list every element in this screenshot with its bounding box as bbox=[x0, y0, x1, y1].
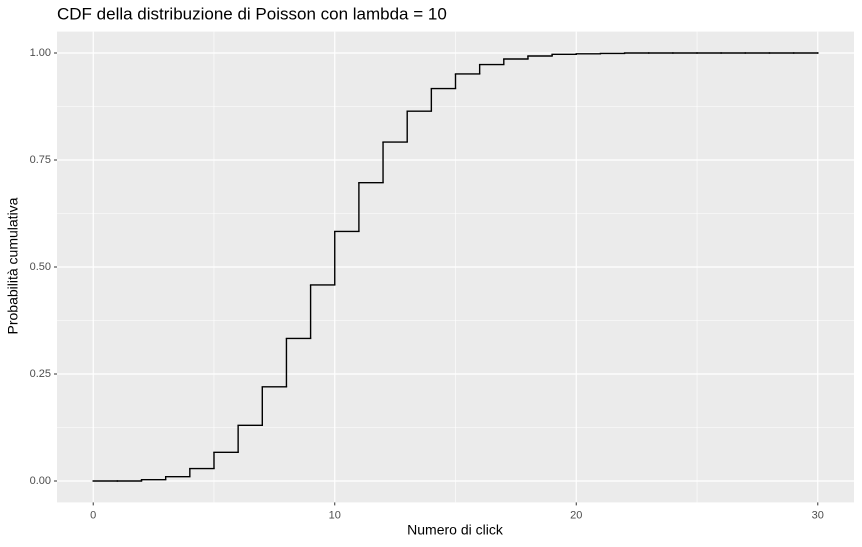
y-tick-label: 0.50 bbox=[30, 261, 51, 273]
x-tick-label: 20 bbox=[570, 509, 582, 521]
y-tick-label: 0.75 bbox=[30, 154, 51, 166]
y-tick-label: 0.25 bbox=[30, 368, 51, 380]
x-tick-label: 10 bbox=[329, 509, 341, 521]
chart-title: CDF della distribuzione di Poisson con l… bbox=[57, 4, 447, 23]
x-axis-label: Numero di click bbox=[407, 522, 504, 538]
y-tick-label: 1.00 bbox=[30, 47, 51, 59]
y-tick-label: 0.00 bbox=[30, 475, 51, 487]
x-tick-label: 0 bbox=[90, 509, 96, 521]
y-axis-label: Probabilità cumulativa bbox=[5, 197, 21, 334]
x-tick-label: 30 bbox=[812, 509, 824, 521]
